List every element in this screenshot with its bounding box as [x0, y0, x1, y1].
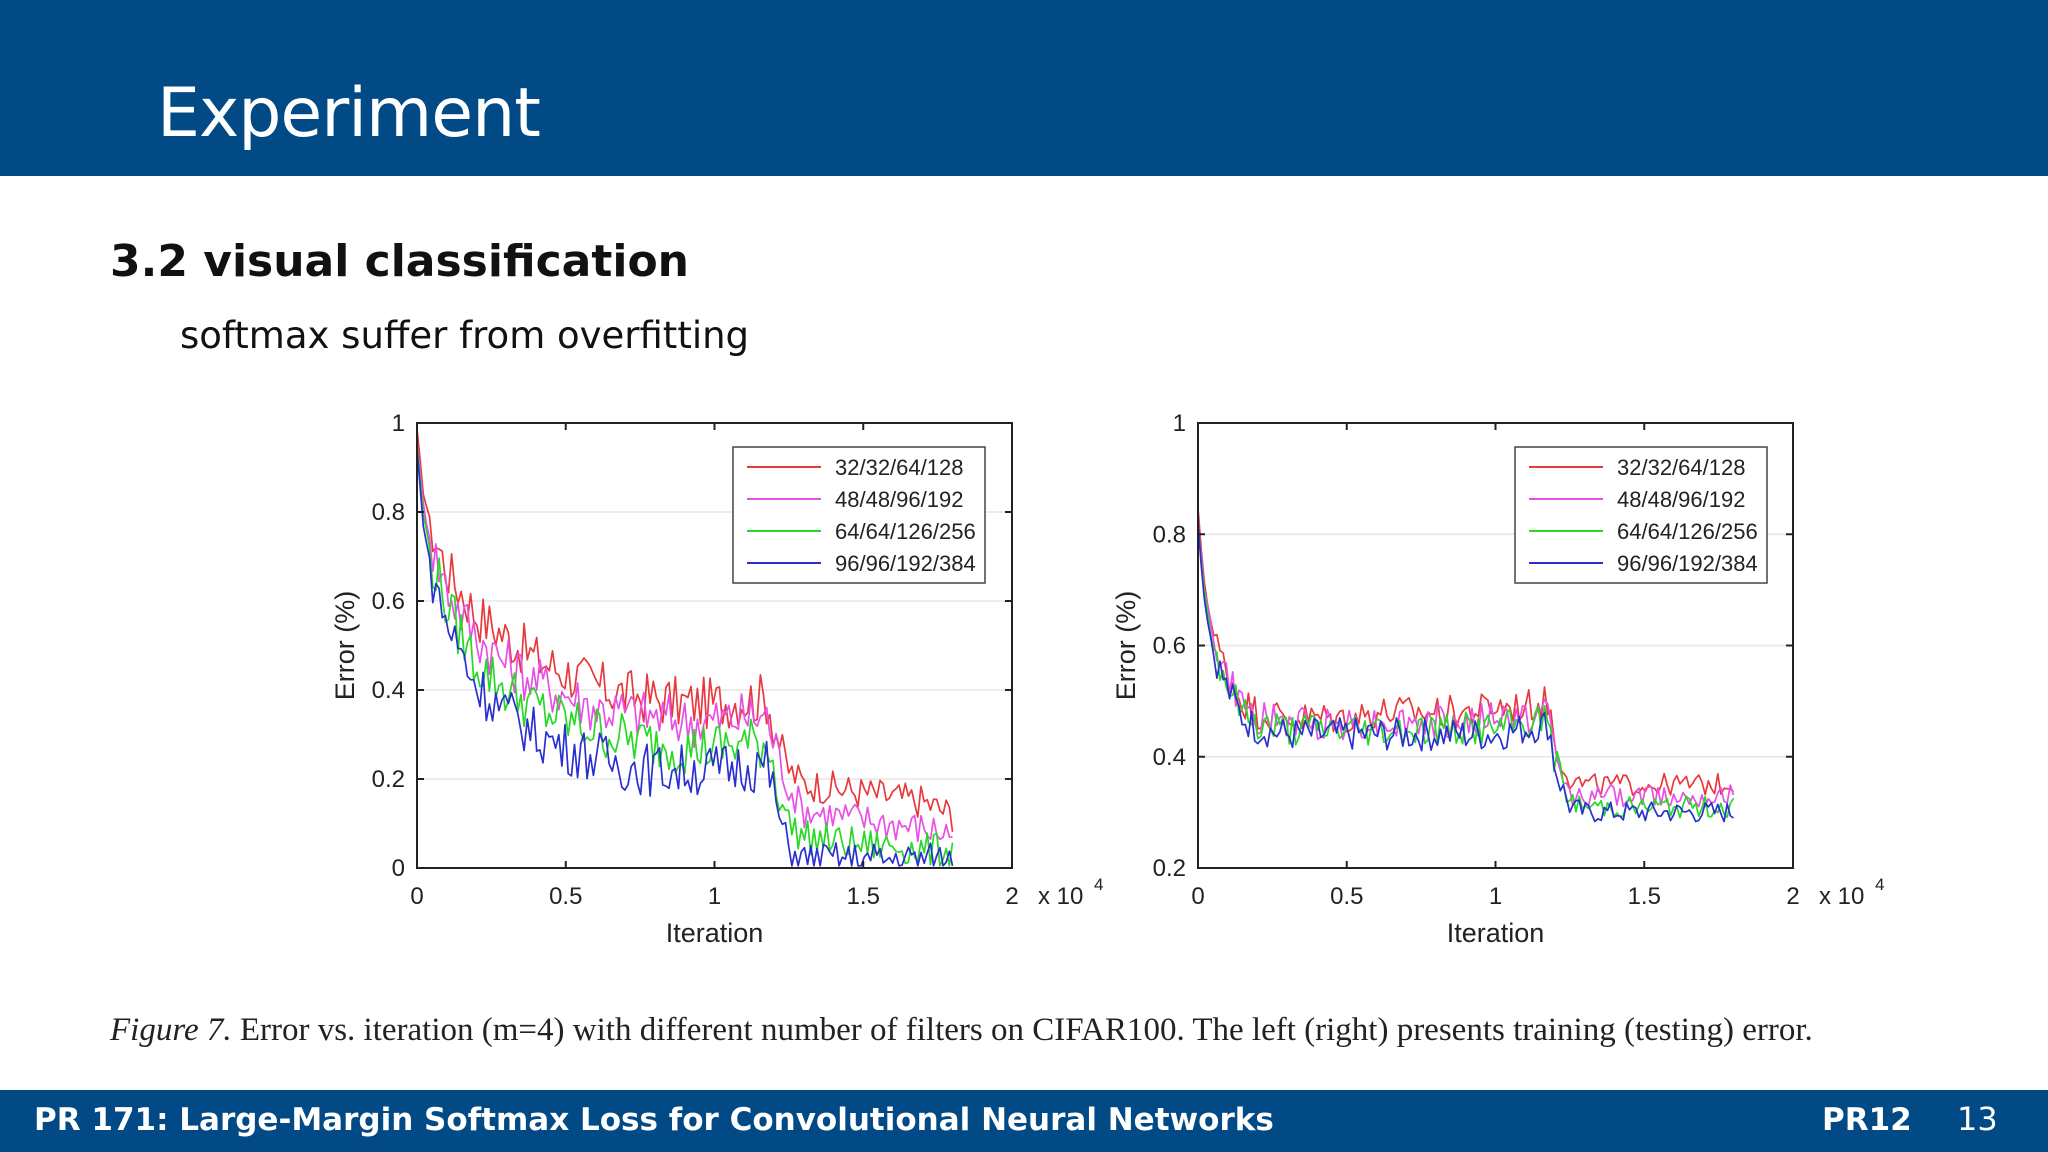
footer-brand: PR12 — [1822, 1102, 1912, 1138]
y-tick-label: 0 — [392, 855, 405, 882]
y-tick-label: 0.8 — [372, 499, 405, 526]
x-tick-label: 0 — [1191, 883, 1204, 910]
y-axis-label: Error (%) — [1111, 591, 1141, 701]
x-tick-label: 0 — [410, 883, 423, 910]
testing-error-chart: 0 0.5 1 1.5 2 x 10 4 0.2 0.4 0.6 0.8 1 Iteration Erro… — [1111, 410, 1884, 948]
legend-label: 64/64/126/256 — [835, 519, 976, 544]
legend-label: 32/32/64/128 — [835, 455, 963, 480]
section-subtext: softmax suffer from overfitting — [180, 314, 750, 357]
legend-label: 64/64/126/256 — [1617, 519, 1758, 544]
page-number: 13 — [1957, 1100, 1998, 1138]
slide-header: Experiment — [0, 0, 2048, 176]
section-heading: 3.2 visual classification — [110, 236, 690, 287]
figure-caption: Figure 7. Error vs. iteration (m=4) with… — [110, 1012, 2010, 1049]
y-tick-label: 0.8 — [1153, 521, 1186, 548]
series-line — [1197, 521, 1734, 823]
x-multiplier-exponent: 4 — [1094, 875, 1103, 894]
series-line — [416, 446, 954, 867]
x-tick-label: 0.5 — [549, 883, 582, 910]
legend-label: 96/96/192/384 — [1617, 551, 1758, 576]
x-tick-label: 1 — [1489, 883, 1502, 910]
training-error-chart: 0 0.5 1 1.5 2 x 10 4 0 0.2 0.4 0.6 0.8 1 Iteration Err… — [330, 410, 1103, 948]
x-multiplier-label: x 10 — [1819, 883, 1864, 910]
legend-label: 32/32/64/128 — [1617, 455, 1745, 480]
slide-footer: PR 171: Large-Margin Softmax Loss for Co… — [0, 1090, 2048, 1152]
y-tick-label: 0.2 — [1153, 855, 1186, 882]
y-tick-label: 0.2 — [372, 766, 405, 793]
x-multiplier-exponent: 4 — [1875, 875, 1884, 894]
y-tick-label: 1 — [392, 410, 405, 437]
series-line — [416, 443, 953, 843]
series-line — [416, 448, 954, 867]
x-tick-label: 1.5 — [1628, 883, 1661, 910]
y-tick-label: 0.4 — [372, 677, 405, 704]
legend-label: 96/96/192/384 — [835, 551, 976, 576]
x-tick-label: 1 — [708, 883, 721, 910]
legend-box — [1514, 446, 1768, 584]
legend-label: 48/48/96/192 — [1617, 487, 1745, 512]
y-tick-label: 1 — [1173, 410, 1186, 437]
y-tick-label: 0.4 — [1153, 744, 1186, 771]
y-tick-label: 0.6 — [372, 588, 405, 615]
x-axis-label: Iteration — [666, 918, 764, 948]
x-axis-label: Iteration — [1447, 918, 1545, 948]
y-axis-label: Error (%) — [330, 591, 360, 701]
y-tick-label: 0.6 — [1153, 633, 1186, 660]
legend-box — [732, 446, 986, 584]
figure-caption-text: Error vs. iteration (m=4) with different… — [231, 1012, 1813, 1048]
x-tick-label: 0.5 — [1330, 883, 1363, 910]
x-tick-label: 2 — [1786, 883, 1799, 910]
legend-label: 48/48/96/192 — [835, 487, 963, 512]
footer-title: PR 171: Large-Margin Softmax Loss for Co… — [34, 1102, 1274, 1138]
figure-caption-label: Figure 7. — [110, 1012, 232, 1048]
series-line — [1197, 524, 1735, 819]
x-tick-label: 2 — [1005, 883, 1018, 910]
x-tick-label: 1.5 — [847, 883, 880, 910]
slide-title: Experiment — [157, 74, 541, 153]
x-multiplier-label: x 10 — [1038, 883, 1083, 910]
series-line — [416, 429, 954, 833]
